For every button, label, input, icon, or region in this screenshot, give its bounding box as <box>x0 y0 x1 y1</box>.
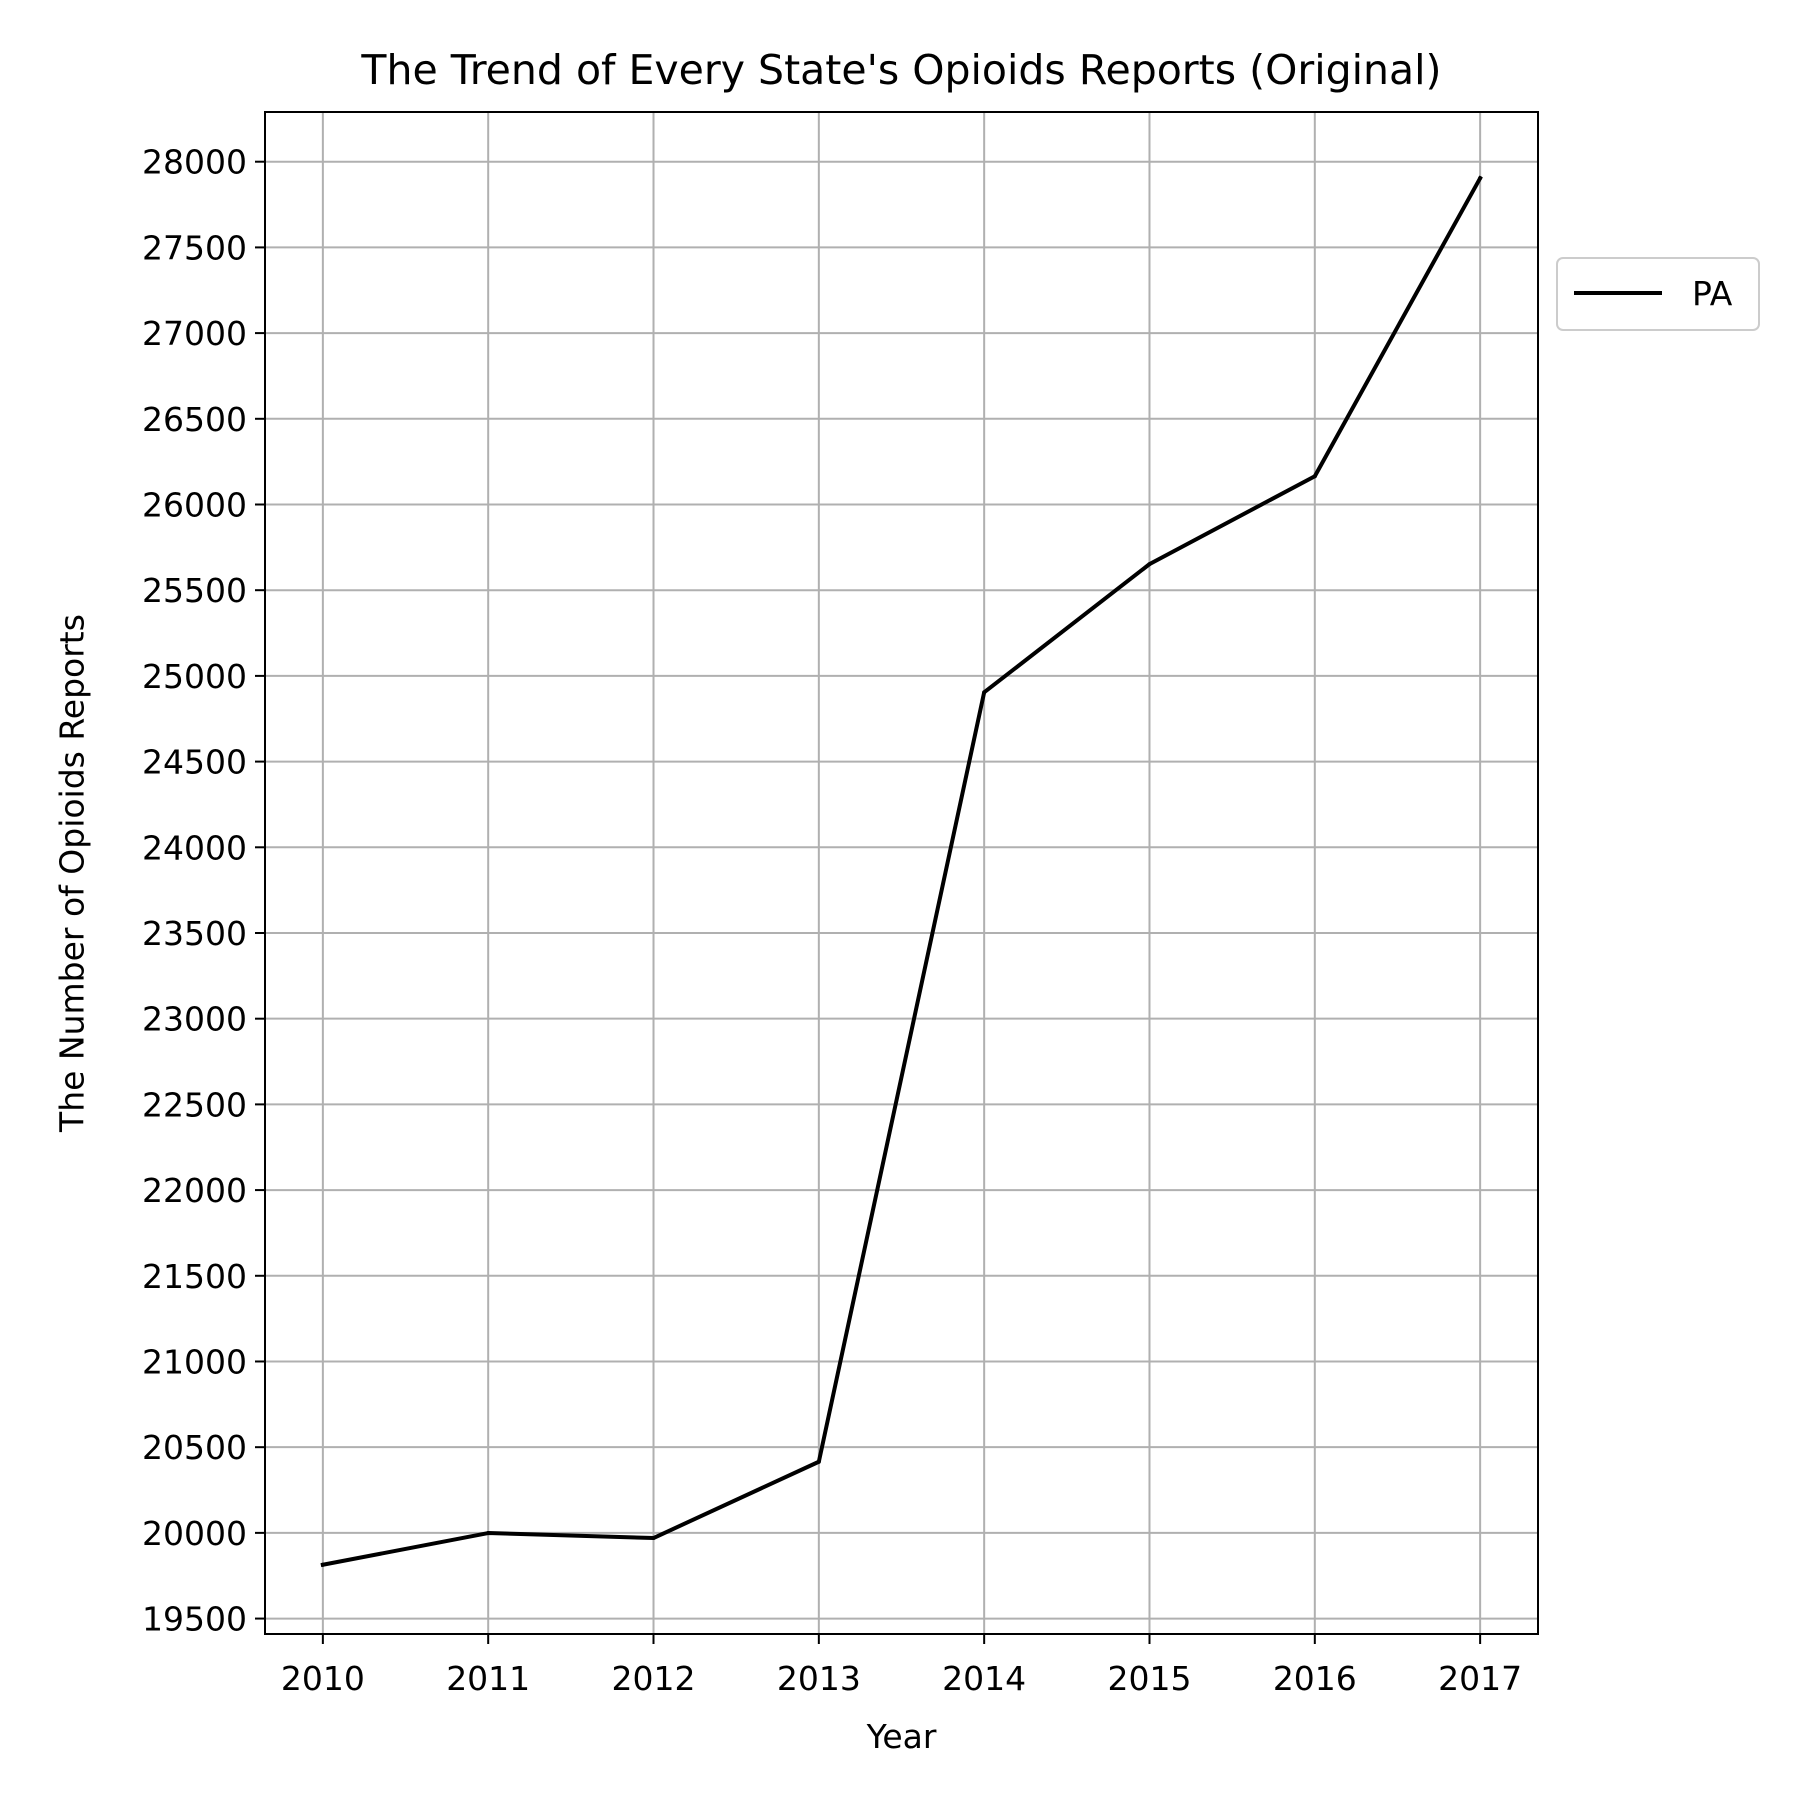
y-tick-label: 26000 <box>142 485 247 524</box>
legend: PA <box>1556 257 1760 331</box>
axis-ticks: 2010 2011 2012 2013 2014 2015 2016 2017 19500 200… <box>142 143 1522 1698</box>
series-line-pa <box>320 175 1483 1568</box>
data-point <box>486 1531 491 1536</box>
y-tick-label: 19500 <box>142 1600 247 1639</box>
data-point <box>816 1459 821 1464</box>
data-point <box>1147 562 1152 567</box>
y-axis-label: The Number of Opioids Reports <box>53 614 92 1133</box>
data-point <box>320 1562 325 1567</box>
y-tick-label: 25000 <box>142 657 247 696</box>
y-tick-label: 20000 <box>142 1514 247 1553</box>
y-tick-label: 23500 <box>142 914 247 953</box>
x-tick-label: 2013 <box>777 1659 861 1698</box>
y-tick-label: 26500 <box>142 400 247 439</box>
chart-title: The Trend of Every State's Opioids Repor… <box>360 46 1441 94</box>
data-point <box>982 690 987 695</box>
x-tick-label: 2010 <box>281 1659 365 1698</box>
y-tick-label: 25500 <box>142 571 247 610</box>
y-tick-label: 28000 <box>142 143 247 182</box>
x-tick-label: 2014 <box>942 1659 1026 1698</box>
y-tick-label: 27000 <box>142 314 247 353</box>
legend-label-pa: PA <box>1692 274 1733 313</box>
y-tick-label: 24500 <box>142 743 247 782</box>
y-tick-label: 27500 <box>142 228 247 267</box>
grid-lines <box>265 112 1538 1634</box>
y-tick-label: 22000 <box>142 1171 247 1210</box>
data-point <box>1312 474 1317 479</box>
x-tick-label: 2016 <box>1273 1659 1357 1698</box>
y-tick-label: 23000 <box>142 1000 247 1039</box>
data-point <box>651 1536 656 1541</box>
data-point <box>1478 176 1483 181</box>
x-tick-label: 2012 <box>612 1659 696 1698</box>
plot-frame <box>264 111 1539 1635</box>
y-tick-label: 21000 <box>142 1342 247 1381</box>
y-tick-label: 22500 <box>142 1085 247 1124</box>
y-tick-label: 21500 <box>142 1257 247 1296</box>
series-lines <box>320 175 1483 1568</box>
x-tick-label: 2015 <box>1107 1659 1191 1698</box>
x-axis-label: Year <box>866 1717 937 1756</box>
y-tick-label: 20500 <box>142 1428 247 1467</box>
y-tick-label: 24000 <box>142 828 247 867</box>
x-tick-label: 2017 <box>1438 1659 1522 1698</box>
x-tick-label: 2011 <box>446 1659 530 1698</box>
